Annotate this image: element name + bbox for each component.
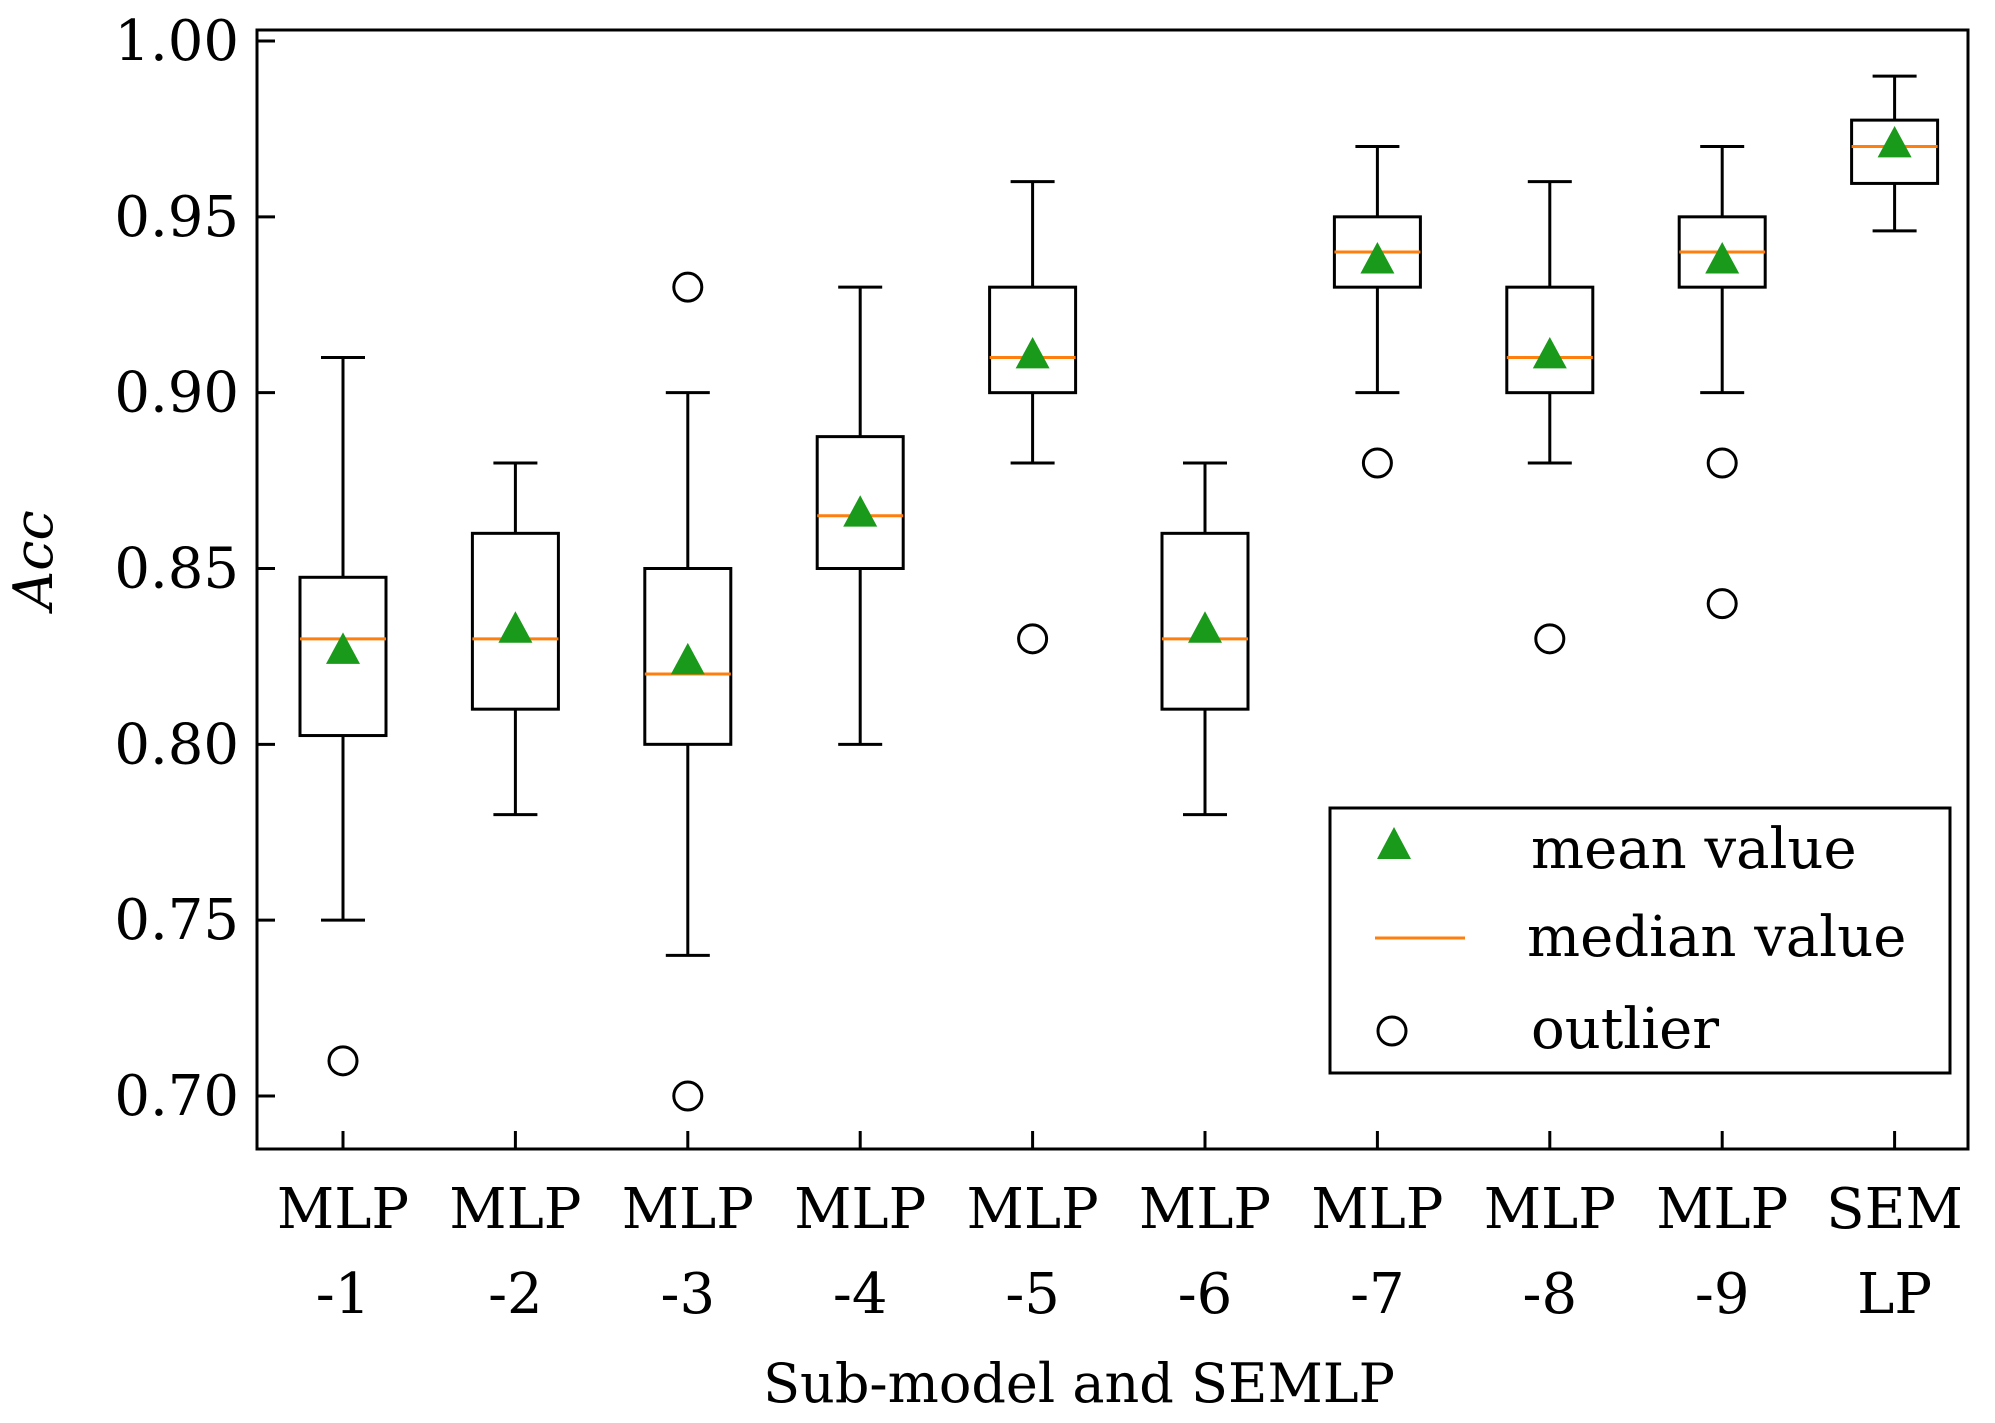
y-axis: 0.70 0.75 0.80 0.85 0.90 0.95 1.00 [114, 9, 275, 1129]
iqr-box [470, 531, 560, 711]
legend-outlier-marker [1376, 1015, 1408, 1047]
x-category-label-line1: MLP [622, 1177, 754, 1242]
mean-marker [326, 632, 360, 664]
legend: mean value median value outlier [1328, 806, 1952, 1075]
y-tick-label: 0.75 [114, 888, 239, 953]
x-category-label-line1: MLP [794, 1177, 926, 1242]
x-category-label-line2: -5 [1005, 1262, 1060, 1327]
x-category-label-line2: -1 [316, 1262, 371, 1327]
y-tick-label: 0.70 [114, 1064, 239, 1129]
box-group [470, 461, 560, 817]
mean-marker [1015, 336, 1050, 369]
x-category-label-line2: -3 [661, 1262, 716, 1327]
outlier-point [1017, 623, 1049, 655]
legend-mean-marker [1377, 827, 1411, 859]
x-category-label-line1: MLP [277, 1177, 409, 1242]
mean-marker [670, 642, 705, 675]
x-category-label-line2: -8 [1523, 1262, 1578, 1327]
x-category-label-line1: MLP [966, 1177, 1098, 1242]
iqr-box [298, 575, 388, 738]
mean-marker [1360, 242, 1395, 274]
iqr-box [988, 285, 1078, 395]
box-series [298, 74, 1940, 1112]
y-axis-title: Acc [2, 510, 65, 614]
x-category-label-line2: -7 [1350, 1262, 1405, 1327]
y-tick-label: 0.80 [114, 712, 239, 777]
y-tick-label: 1.00 [114, 9, 239, 74]
outlier-point [327, 1045, 359, 1077]
box-group [1160, 461, 1250, 817]
plot-frame [255, 28, 1970, 1151]
mean-marker [1705, 242, 1740, 274]
y-tick-label: 0.85 [114, 537, 239, 602]
outlier-point [1534, 623, 1566, 655]
x-category-label-line1: MLP [1139, 1177, 1271, 1242]
x-category-label-line2: -4 [833, 1262, 888, 1327]
outlier-point [1706, 447, 1738, 479]
outlier-point [1706, 588, 1738, 620]
legend-mean-label: mean value [1531, 817, 1857, 882]
outlier-point [672, 271, 704, 303]
x-category-label-line2: -6 [1178, 1262, 1233, 1327]
x-category-label-line1: MLP [1311, 1177, 1443, 1242]
box-group [1850, 74, 1940, 233]
x-axis-title: Sub-model and SEMLP [763, 1352, 1395, 1415]
x-category-label-line1: SEM [1826, 1177, 1963, 1242]
box-group [815, 285, 905, 746]
mean-marker [498, 611, 533, 643]
legend-outlier-label: outlier [1531, 997, 1719, 1062]
y-tick-label: 0.95 [114, 185, 239, 250]
mean-marker [1877, 125, 1912, 158]
box-group [643, 271, 733, 1112]
iqr-box [1850, 118, 1940, 185]
iqr-box [1505, 285, 1595, 395]
x-category-label-line2: -9 [1695, 1262, 1750, 1327]
x-category-label-line2: LP [1857, 1262, 1932, 1327]
iqr-box [643, 567, 733, 746]
box-group [298, 356, 388, 1077]
box-group [1332, 145, 1422, 479]
box-group [988, 180, 1078, 655]
x-category-label-line1: MLP [1484, 1177, 1616, 1242]
legend-median-label: median value [1527, 905, 1906, 970]
x-category-label-line1: MLP [449, 1177, 581, 1242]
legend-box [1328, 806, 1952, 1075]
mean-marker [1188, 611, 1222, 643]
outlier-point [1361, 447, 1393, 479]
iqr-box [1160, 531, 1250, 711]
box-group [1677, 145, 1767, 620]
y-tick-label: 0.90 [114, 361, 239, 426]
mean-marker [1532, 336, 1567, 369]
x-category-label-line2: -2 [488, 1262, 543, 1327]
x-category-label-line1: MLP [1656, 1177, 1788, 1242]
iqr-box [815, 435, 905, 570]
x-axis: MLP -1 MLP -2 MLP -3 MLP -4 MLP -5 MLP -6 MLP -7 MLP -8… [277, 1131, 1963, 1327]
outlier-point [672, 1080, 704, 1112]
box-group [1505, 180, 1595, 655]
mean-marker [843, 495, 878, 527]
